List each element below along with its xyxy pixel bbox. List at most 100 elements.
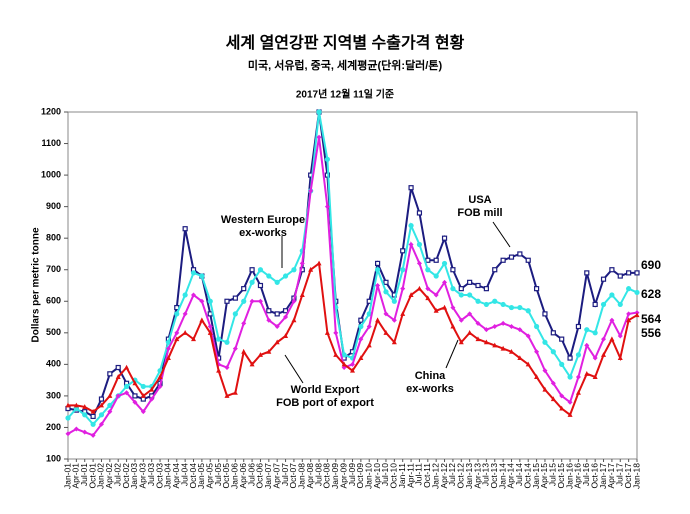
marker bbox=[492, 324, 498, 330]
marker bbox=[483, 301, 489, 308]
y-tick-label: 300 bbox=[46, 390, 61, 400]
annotation: USA FOB mill bbox=[457, 194, 503, 219]
marker bbox=[575, 389, 581, 395]
date-note: 2017년 12월 11일 기준 bbox=[296, 88, 394, 101]
marker bbox=[475, 298, 481, 304]
marker bbox=[249, 279, 255, 285]
x-tick-label: Jul-12 bbox=[447, 463, 457, 486]
marker bbox=[274, 279, 280, 285]
x-tick-label: Oct-12 bbox=[456, 463, 466, 489]
y-tick-label: 400 bbox=[46, 359, 61, 369]
marker bbox=[199, 298, 205, 304]
marker bbox=[165, 346, 171, 352]
y-tick-label: 800 bbox=[46, 233, 61, 243]
x-tick-label: Jan-18 bbox=[631, 463, 641, 489]
x-tick-label: Jan-12 bbox=[430, 463, 440, 489]
marker bbox=[191, 292, 197, 298]
marker bbox=[341, 361, 347, 367]
x-tick-label: Jul-08 bbox=[313, 463, 323, 486]
marker bbox=[609, 292, 615, 298]
marker bbox=[107, 409, 113, 415]
x-tick-label: Apr-13 bbox=[472, 463, 482, 489]
marker bbox=[433, 292, 439, 298]
marker bbox=[282, 308, 289, 314]
marker bbox=[140, 409, 146, 415]
marker bbox=[249, 361, 255, 367]
x-tick-label: Jul-16 bbox=[581, 463, 591, 486]
marker bbox=[483, 327, 489, 333]
marker bbox=[450, 305, 456, 311]
x-tick-label: Jan-13 bbox=[464, 463, 474, 489]
x-tick-label: Apr-06 bbox=[238, 463, 248, 489]
marker bbox=[190, 270, 197, 276]
marker bbox=[358, 317, 364, 323]
marker bbox=[475, 282, 481, 289]
marker bbox=[266, 348, 272, 354]
marker bbox=[274, 339, 280, 345]
marker bbox=[391, 317, 397, 323]
marker bbox=[441, 235, 448, 241]
marker bbox=[274, 311, 280, 317]
marker bbox=[626, 270, 632, 276]
marker bbox=[601, 352, 607, 357]
marker bbox=[500, 301, 506, 308]
marker bbox=[375, 283, 381, 288]
marker bbox=[492, 267, 498, 273]
marker bbox=[191, 336, 197, 342]
marker bbox=[90, 408, 96, 414]
x-tick-label: Jan-06 bbox=[230, 463, 240, 489]
marker bbox=[241, 348, 247, 354]
marker bbox=[525, 333, 531, 339]
marker bbox=[584, 270, 590, 276]
marker bbox=[408, 292, 414, 297]
x-tick-label: Jul-04 bbox=[179, 463, 189, 486]
marker bbox=[575, 374, 581, 380]
marker bbox=[475, 336, 481, 342]
marker bbox=[500, 345, 506, 351]
marker bbox=[249, 267, 255, 273]
marker bbox=[182, 292, 188, 298]
marker bbox=[400, 248, 406, 254]
marker bbox=[567, 412, 573, 417]
marker bbox=[416, 285, 422, 291]
marker bbox=[609, 317, 615, 323]
x-tick-label: Oct-01 bbox=[87, 463, 97, 489]
marker bbox=[149, 396, 155, 402]
x-tick-label: Oct-11 bbox=[422, 463, 432, 488]
marker bbox=[567, 374, 573, 380]
marker bbox=[441, 260, 448, 267]
x-tick-label: Jan-04 bbox=[163, 463, 173, 489]
x-tick-label: Jan-11 bbox=[397, 463, 407, 489]
marker bbox=[98, 402, 104, 408]
marker bbox=[207, 298, 213, 304]
marker bbox=[600, 301, 607, 308]
marker bbox=[65, 415, 71, 421]
marker bbox=[383, 289, 389, 295]
marker bbox=[132, 393, 138, 399]
marker bbox=[341, 352, 347, 358]
end-label: 556 bbox=[641, 326, 662, 341]
x-tick-label: Jul-14 bbox=[514, 463, 524, 486]
x-tick-label: Jul-06 bbox=[246, 463, 256, 486]
end-label: 690 bbox=[641, 257, 662, 272]
marker bbox=[458, 286, 464, 292]
marker bbox=[207, 324, 213, 330]
marker bbox=[467, 311, 473, 317]
marker bbox=[207, 311, 213, 317]
marker bbox=[132, 380, 138, 386]
marker bbox=[241, 320, 247, 326]
marker bbox=[458, 317, 464, 323]
marker bbox=[90, 432, 96, 438]
marker bbox=[442, 304, 448, 310]
marker bbox=[115, 393, 121, 399]
annotation: China ex-works bbox=[406, 370, 454, 395]
marker bbox=[634, 270, 640, 276]
x-tick-label: Jul-07 bbox=[280, 463, 290, 486]
x-tick-label: Apr-17 bbox=[606, 463, 616, 489]
marker bbox=[98, 396, 105, 402]
x-tick-label: Oct-05 bbox=[221, 463, 231, 489]
x-tick-label: Jan-07 bbox=[263, 463, 273, 489]
x-tick-label: Jan-10 bbox=[363, 463, 373, 489]
marker bbox=[308, 188, 314, 194]
marker bbox=[559, 393, 565, 399]
